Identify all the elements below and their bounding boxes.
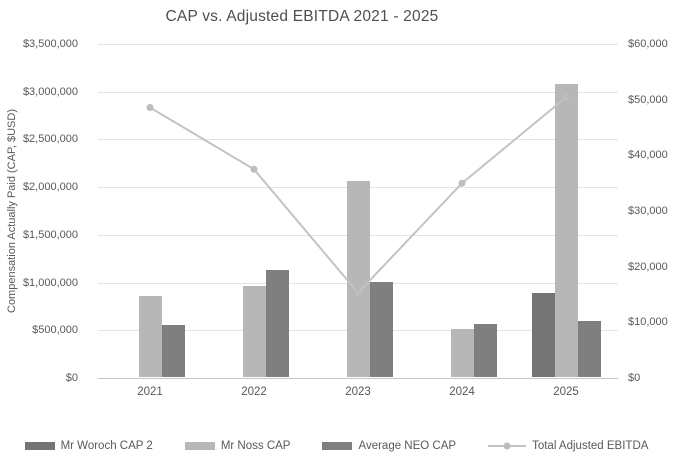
left-axis-tick-label: $2,500,000: [22, 133, 78, 145]
legend-label: Average NEO CAP: [358, 440, 457, 452]
right-axis-tick-label: $50,000: [628, 94, 668, 106]
left-axis: $3,500,000 $3,000,000 $2,500,000 $2,000,000…: [0, 38, 88, 384]
x-axis-label-2023: 2023: [345, 386, 371, 398]
legend-bar-swatch-icon: [322, 442, 353, 450]
left-axis-tick-label: $1,500,000: [22, 229, 78, 241]
x-axis-label-2021: 2021: [137, 386, 163, 398]
right-axis-tick-label: $40,000: [628, 149, 668, 161]
bar-mr-noss-cap-2022: [243, 286, 266, 377]
ebitda-line-marker-2022: [250, 165, 258, 173]
legend-line-marker-icon: [488, 442, 527, 450]
left-axis-tick-label: $3,500,000: [22, 38, 78, 50]
bar-average-neo-cap-2023: [370, 282, 393, 377]
right-axis-tick-label: $0: [628, 372, 641, 384]
legend-bar-swatch-icon: [24, 442, 55, 450]
x-axis-line: [98, 378, 618, 379]
legend: Mr Woroch CAP 2 Mr Noss CAP Average NEO CA…: [0, 440, 673, 452]
x-axis-label-2024: 2024: [449, 386, 475, 398]
chart-title: CAP vs. Adjusted EBITDA 2021 - 2025: [165, 8, 439, 25]
bar-mr-noss-cap-2021: [139, 296, 162, 377]
gridline: [98, 139, 618, 140]
legend-bar-swatch-icon: [184, 442, 215, 450]
gridline: [98, 92, 618, 93]
bar-mr-woroch-cap-2-2025: [532, 293, 555, 377]
ebitda-line-marker-2024: [458, 179, 466, 187]
right-axis-tick-label: $60,000: [628, 38, 668, 50]
left-axis-tick-label: $3,000,000: [22, 86, 78, 98]
legend-label: Mr Woroch CAP 2: [60, 440, 153, 452]
plot-area: [98, 44, 618, 379]
gridline: [98, 44, 618, 45]
legend-item-mr-woroch-cap-2: Mr Woroch CAP 2: [24, 440, 153, 452]
legend-label: Total Adjusted EBITDA: [532, 440, 649, 452]
bar-average-neo-cap-2022: [266, 270, 289, 377]
bar-mr-noss-cap-2023: [347, 181, 370, 377]
ebitda-line-marker-2021: [146, 104, 154, 111]
left-axis-tick-label: $1,000,000: [22, 277, 78, 289]
left-axis-tick-label: $0: [65, 372, 78, 384]
legend-item-mr-noss-cap: Mr Noss CAP: [184, 440, 291, 452]
bar-mr-noss-cap-2025: [555, 84, 578, 377]
right-axis-tick-label: $20,000: [628, 261, 668, 273]
legend-item-average-neo-cap: Average NEO CAP: [322, 440, 456, 452]
x-axis-label-2022: 2022: [241, 386, 267, 398]
bar-average-neo-cap-2024: [474, 324, 497, 377]
left-axis-tick-label: $500,000: [32, 324, 78, 336]
right-axis-tick-label: $30,000: [628, 205, 668, 217]
legend-item-total-adjusted-ebitda: Total Adjusted EBITDA: [488, 440, 648, 452]
bar-mr-noss-cap-2024: [451, 329, 474, 377]
right-axis-tick-label: $10,000: [628, 316, 668, 328]
x-axis-label-2025: 2025: [553, 386, 579, 398]
left-axis-tick-label: $2,000,000: [22, 181, 78, 193]
bar-average-neo-cap-2025: [578, 321, 601, 377]
x-axis: 2021 2022 2023 2024 2025: [98, 386, 618, 401]
bar-average-neo-cap-2021: [162, 325, 185, 377]
right-axis: $60,000 $50,000 $40,000 $30,000 $20,000 $10,0…: [628, 38, 673, 384]
legend-label: Mr Noss CAP: [220, 440, 291, 452]
